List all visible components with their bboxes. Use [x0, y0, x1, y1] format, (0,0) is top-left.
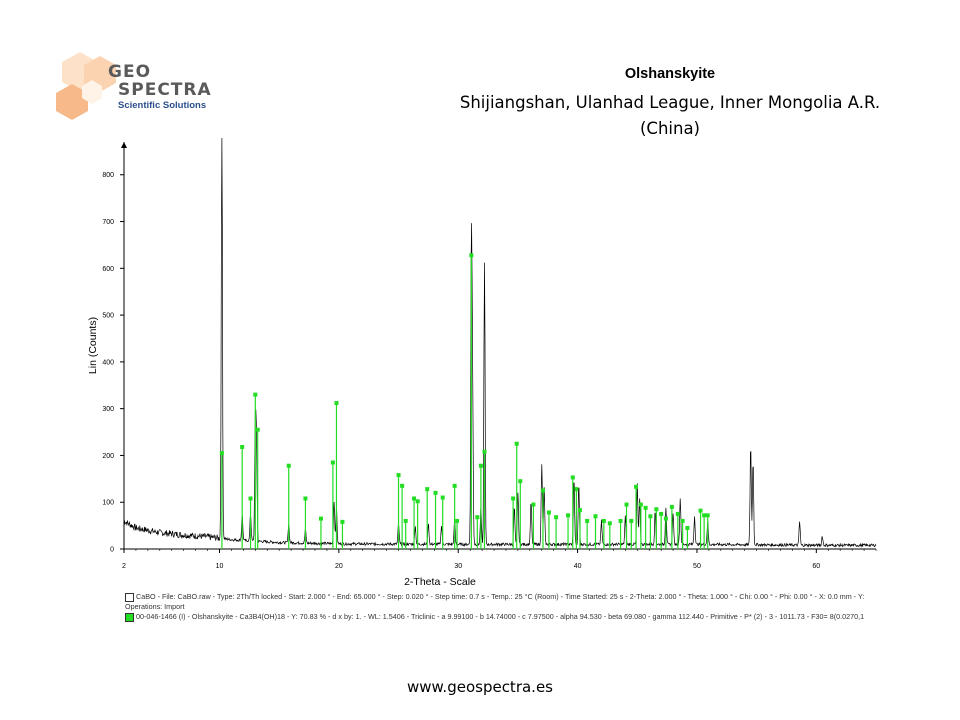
reference-marker [540, 488, 545, 493]
logo-subtitle: Scientific Solutions [118, 100, 207, 111]
legend-reference-text: 00-046-1466 (I) - Olshanskyite - Ca3B4(O… [136, 612, 865, 621]
y-tick-label: 800 [102, 172, 114, 179]
reference-marker [511, 496, 516, 501]
legend-measured-swatch [125, 592, 134, 602]
reference-marker [286, 463, 291, 468]
y-tick-label: 500 [102, 313, 114, 320]
reference-marker [546, 510, 551, 515]
reference-marker [643, 505, 648, 510]
reference-marker [698, 508, 703, 513]
reference-marker [570, 475, 575, 480]
x-tick-label: 30 [454, 563, 462, 570]
reference-marker [607, 521, 612, 526]
reference-marker [240, 445, 245, 450]
location-line-2: (China) [639, 119, 700, 138]
reference-marker [675, 511, 680, 516]
reference-marker [253, 392, 258, 397]
y-tick-label: 100 [102, 500, 114, 507]
reference-marker [702, 513, 707, 518]
reference-marker [669, 504, 674, 509]
x-tick-label: 40 [574, 563, 582, 570]
x-tick-label: 10 [216, 563, 224, 570]
reference-marker [219, 451, 224, 456]
reference-marker [452, 483, 457, 488]
y-tick-label: 0 [110, 547, 114, 554]
reference-marker [469, 253, 474, 258]
mineral-title: Olshanskyite [624, 66, 716, 82]
reference-marker [574, 487, 579, 492]
x-tick-label: 2 [122, 563, 126, 570]
reference-marker [255, 427, 260, 432]
reference-marker [403, 518, 408, 523]
reference-marker [554, 515, 559, 520]
reference-marker [334, 401, 339, 406]
reference-marker [663, 516, 668, 521]
reference-marker [478, 463, 483, 468]
y-tick-label: 300 [102, 406, 114, 413]
reference-marker [248, 496, 253, 501]
reference-marker [634, 484, 639, 489]
x-axis-label: 2-Theta - Scale [404, 576, 476, 588]
y-tick-label: 600 [102, 266, 114, 273]
legend-reference-swatch [125, 612, 134, 622]
reference-marker [659, 511, 664, 516]
footer-url: www.geospectra.es [407, 678, 553, 696]
measured-pattern-line [123, 137, 877, 548]
legend-reference: 00-046-1466 (I) - Olshanskyite - Ca3B4(O… [125, 612, 864, 622]
reference-marker [593, 514, 598, 519]
reference-marker [624, 502, 629, 507]
reference-marker [648, 514, 653, 519]
reference-marker [440, 495, 445, 500]
y-tick-label: 200 [102, 453, 114, 460]
reference-marker [518, 479, 523, 484]
y-tick-label: 400 [102, 359, 114, 366]
reference-marker [680, 518, 685, 523]
x-tick-label: 50 [693, 563, 701, 570]
hexagon-logo-icon [56, 52, 116, 120]
reference-marker [396, 473, 401, 478]
reference-marker [425, 487, 430, 492]
location-text: Shijiangshan, Ulanhad League, Inner Mong… [450, 90, 890, 142]
y-axis-label: Lin (Counts) [87, 317, 99, 374]
logo-spectra-text: SPECTRA [118, 80, 212, 100]
reference-marker [705, 513, 710, 518]
reference-marker [531, 502, 536, 507]
reference-marker [455, 518, 460, 523]
y-axis-arrow [121, 142, 127, 148]
reference-marker [629, 518, 634, 523]
location-line-1: Shijiangshan, Ulanhad League, Inner Mong… [459, 93, 881, 112]
reference-marker [433, 490, 438, 495]
y-tick-label: 700 [102, 219, 114, 226]
reference-marker [318, 516, 323, 521]
reference-marker [638, 502, 643, 507]
legend-measured: CaBO - File: CaBO.raw - Type: 2Th/Th loc… [125, 592, 864, 602]
x-tick-label: 60 [812, 563, 820, 570]
reference-marker [340, 519, 345, 524]
reference-marker [514, 441, 519, 446]
reference-marker [303, 496, 308, 501]
reference-marker [601, 518, 606, 523]
reference-marker [330, 460, 335, 465]
xrd-chart: 0 100 200 300 400 500 600 700 800 2 10 20 30 40 50 60 2-… [87, 137, 877, 588]
legend-measured-text: CaBO - File: CaBO.raw - Type: 2Th/Th loc… [136, 592, 865, 601]
reference-marker [475, 515, 480, 520]
legend-operations-text: Operations: Import [125, 602, 185, 611]
reference-marker [654, 507, 659, 512]
reference-marker [618, 518, 623, 523]
reference-marker [400, 483, 405, 488]
logo-geo-text: GEO [108, 62, 152, 82]
reference-marker [585, 518, 590, 523]
reference-marker [415, 499, 420, 504]
reference-marker [482, 449, 487, 454]
reference-marker [566, 513, 571, 518]
x-tick-label: 20 [335, 563, 343, 570]
reference-marker [412, 496, 417, 501]
reference-marker [577, 508, 582, 513]
reference-marker [685, 525, 690, 530]
legend-operations: Operations: Import [125, 602, 185, 611]
